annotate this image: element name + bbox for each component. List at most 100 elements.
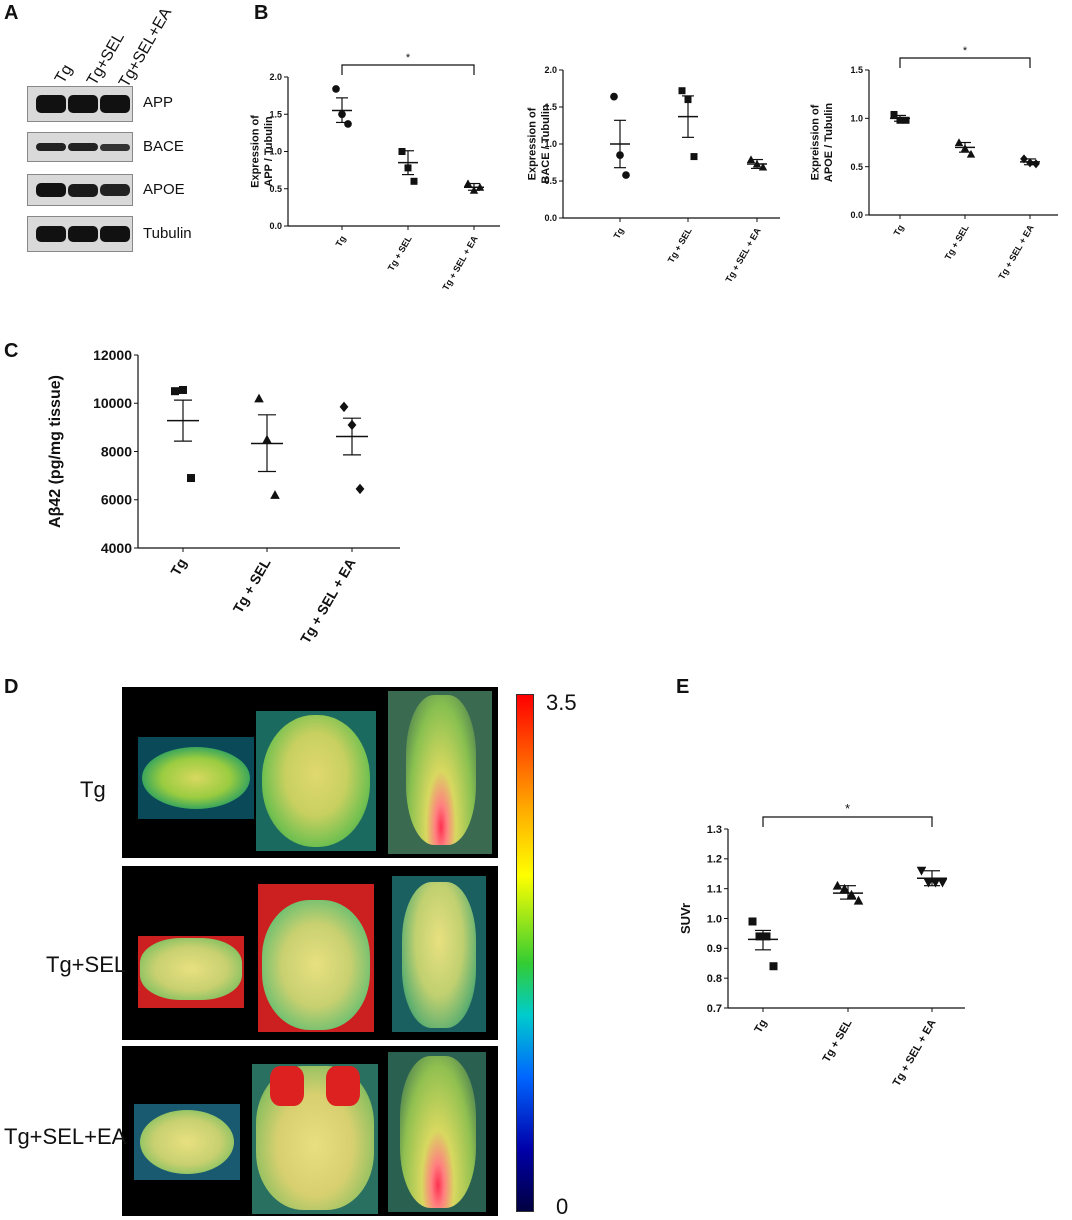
wb-band xyxy=(68,184,98,197)
data-point xyxy=(270,490,280,499)
pet-row-tg xyxy=(122,687,498,858)
y-tick-label: 1.5 xyxy=(850,65,863,75)
data-point xyxy=(746,155,756,164)
data-point xyxy=(748,917,757,926)
data-point xyxy=(954,138,964,146)
data-point xyxy=(902,116,910,124)
panel-label-b: B xyxy=(254,2,269,24)
y-tick-label: 1.0 xyxy=(850,113,863,123)
wb-protein-label: Tubulin xyxy=(143,225,192,242)
x-tick-label: Tg xyxy=(167,556,189,579)
data-point xyxy=(1020,154,1028,164)
y-tick-label: 2.0 xyxy=(269,72,282,82)
data-point xyxy=(896,116,904,124)
x-tick-label: Tg xyxy=(612,226,626,241)
pet-row-label: Tg+SEL xyxy=(46,952,127,977)
y-tick-label: 0.7 xyxy=(707,1003,722,1015)
data-point xyxy=(678,87,686,95)
pet-axial-image xyxy=(258,884,374,1032)
wb-band xyxy=(36,95,66,113)
y-tick-label: 0.8 xyxy=(707,973,722,985)
x-tick-label: Tg xyxy=(334,234,348,249)
colorbar-min-label: 0 xyxy=(556,1194,569,1219)
pet-sagittal-image xyxy=(388,691,492,854)
data-point xyxy=(853,895,864,905)
x-tick-label: Tg + SEL + EA xyxy=(996,223,1036,282)
x-tick-label: Tg + SEL + EA xyxy=(440,234,480,293)
x-tick-label: Tg + SEL + EA xyxy=(297,556,359,647)
significance-bracket xyxy=(762,816,933,827)
data-point xyxy=(832,880,843,890)
pet-coronal-image xyxy=(138,737,254,819)
data-point xyxy=(332,85,340,93)
y-axis-label: SUVr xyxy=(678,903,693,934)
y-tick-label: 1.3 xyxy=(707,824,722,836)
wb-band xyxy=(100,226,130,242)
data-point xyxy=(179,385,187,394)
x-tick-label: Tg + SEL + EA xyxy=(891,1017,939,1088)
pet-axial-image xyxy=(256,711,376,851)
y-tick-label: 8000 xyxy=(101,443,132,459)
y-tick-label: 1.5 xyxy=(269,109,282,119)
y-axis-label: Expression ofBACE / Tubulin xyxy=(527,104,552,184)
data-point xyxy=(960,144,970,152)
wb-strip-app xyxy=(27,86,133,122)
pet-row-tg-sel xyxy=(122,866,498,1040)
panel-label-d: D xyxy=(4,676,19,698)
y-tick-label: 0.0 xyxy=(269,221,282,231)
y-tick-label: 0.5 xyxy=(850,162,863,172)
data-point xyxy=(338,110,346,119)
data-point xyxy=(475,183,485,191)
data-point xyxy=(410,177,418,185)
wb-band xyxy=(100,95,130,113)
colorbar-max-label: 3.5 xyxy=(546,690,577,715)
pet-colorbar xyxy=(516,694,534,1212)
x-tick-label: Tg + SEL xyxy=(821,1017,855,1064)
wb-protein-label: BACE xyxy=(143,138,184,155)
data-point xyxy=(769,962,778,971)
data-point xyxy=(262,434,272,444)
y-tick-label: 0.0 xyxy=(544,213,557,223)
data-point xyxy=(690,153,698,161)
significance-bracket xyxy=(899,57,1031,68)
data-point xyxy=(890,110,898,118)
data-point xyxy=(966,149,976,158)
wb-protein-label: APOE xyxy=(143,181,185,198)
pet-sagittal-image xyxy=(392,876,486,1032)
data-point xyxy=(398,148,406,155)
data-point xyxy=(469,186,479,194)
data-point xyxy=(616,151,624,159)
western-blot-panel: Tg Tg+SEL Tg+SEL+EA APP BACE APOE Tubuli… xyxy=(0,0,250,270)
wb-band xyxy=(36,143,66,151)
y-tick-label: 10000 xyxy=(93,395,132,411)
data-point xyxy=(916,866,927,876)
data-point xyxy=(254,393,264,403)
y-tick-label: 2.0 xyxy=(544,65,557,75)
wb-band xyxy=(36,183,66,197)
x-tick-label: Tg + SEL xyxy=(386,234,414,273)
y-axis-label: Expreission ofAPOE / Tubulin xyxy=(810,103,835,183)
y-tick-label: 1.0 xyxy=(544,139,557,149)
y-tick-label: 0.5 xyxy=(544,176,557,186)
significance-star: * xyxy=(406,52,411,64)
panel-label-c: C xyxy=(4,340,19,362)
y-tick-label: 0.9 xyxy=(707,943,722,955)
data-point xyxy=(752,159,762,168)
data-point xyxy=(187,474,195,483)
data-point xyxy=(930,878,941,888)
significance-star: * xyxy=(963,45,968,57)
data-point xyxy=(923,878,934,888)
panel-label-a: A xyxy=(4,2,19,24)
wb-strip-apoe xyxy=(27,174,133,206)
data-point xyxy=(758,162,768,171)
data-point xyxy=(622,171,630,179)
significance-bracket xyxy=(341,64,475,75)
data-point xyxy=(355,483,365,495)
wb-protein-label: APP xyxy=(143,94,174,111)
wb-band xyxy=(100,184,130,196)
wb-band xyxy=(68,95,98,113)
y-tick-label: 0.5 xyxy=(269,184,282,194)
panel-label-e: E xyxy=(676,676,690,698)
x-tick-label: Tg xyxy=(752,1018,769,1036)
